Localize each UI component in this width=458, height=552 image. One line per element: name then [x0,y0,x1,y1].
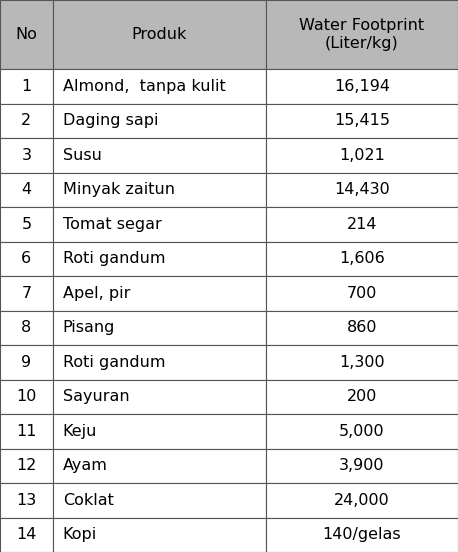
Text: 16,194: 16,194 [334,79,390,94]
Bar [0,380,53,414]
Bar [0,448,53,483]
Text: 3: 3 [22,148,31,163]
Bar [53,483,266,518]
Text: 10: 10 [16,389,37,404]
Text: Susu: Susu [63,148,102,163]
Bar [53,345,266,380]
Text: Tomat segar: Tomat segar [63,217,162,232]
Text: 4: 4 [21,182,32,197]
Bar [0,207,53,242]
Text: Ayam: Ayam [63,458,108,473]
Text: 11: 11 [16,424,37,439]
Bar [53,207,266,242]
Bar [266,242,458,276]
Text: 700: 700 [347,286,377,301]
Bar [0,242,53,276]
Text: 200: 200 [347,389,377,404]
Bar [0,345,53,380]
Text: Keju: Keju [63,424,97,439]
Bar [53,0,266,69]
Text: 860: 860 [347,320,377,335]
Text: 12: 12 [16,458,37,473]
Bar [53,310,266,345]
Bar [266,104,458,138]
Bar [0,138,53,172]
Text: Apel, pir: Apel, pir [63,286,130,301]
Text: Minyak zaitun: Minyak zaitun [63,182,175,197]
Bar [0,104,53,138]
Text: Almond,  tanpa kulit: Almond, tanpa kulit [63,79,225,94]
Bar [266,518,458,552]
Text: 14,430: 14,430 [334,182,390,197]
Text: 3,900: 3,900 [339,458,385,473]
Text: 5,000: 5,000 [339,424,385,439]
Text: 214: 214 [347,217,377,232]
Text: 6: 6 [21,251,32,266]
Text: 24,000: 24,000 [334,493,390,508]
Bar [53,414,266,448]
Bar [53,172,266,207]
Text: Roti gandum: Roti gandum [63,355,165,370]
Text: 15,415: 15,415 [334,113,390,128]
Bar [266,310,458,345]
Text: 140/gelas: 140/gelas [322,527,401,542]
Bar [266,345,458,380]
Bar [266,0,458,69]
Bar [266,172,458,207]
Bar [53,242,266,276]
Text: Roti gandum: Roti gandum [63,251,165,266]
Bar [53,138,266,172]
Text: Produk: Produk [131,27,187,42]
Text: 1,606: 1,606 [339,251,385,266]
Bar [266,207,458,242]
Bar [53,104,266,138]
Text: Daging sapi: Daging sapi [63,113,158,128]
Bar [0,310,53,345]
Text: 2: 2 [21,113,32,128]
Bar [0,518,53,552]
Bar [266,380,458,414]
Text: 1: 1 [21,79,32,94]
Text: 9: 9 [21,355,32,370]
Text: Coklat: Coklat [63,493,114,508]
Bar [53,448,266,483]
Text: Water Footprint
(Liter/kg): Water Footprint (Liter/kg) [299,18,425,51]
Bar [266,138,458,172]
Bar [53,518,266,552]
Text: Pisang: Pisang [63,320,115,335]
Text: Sayuran: Sayuran [63,389,129,404]
Bar [0,414,53,448]
Text: 8: 8 [21,320,32,335]
Bar [0,0,53,69]
Text: 1,021: 1,021 [339,148,385,163]
Bar [266,276,458,310]
Bar [53,380,266,414]
Bar [266,69,458,104]
Text: 7: 7 [21,286,32,301]
Bar [0,69,53,104]
Bar [0,483,53,518]
Text: 14: 14 [16,527,37,542]
Bar [53,69,266,104]
Bar [266,448,458,483]
Bar [53,276,266,310]
Text: No: No [16,27,37,42]
Text: 1,300: 1,300 [339,355,385,370]
Text: 5: 5 [21,217,32,232]
Text: Kopi: Kopi [63,527,97,542]
Bar [0,172,53,207]
Bar [266,414,458,448]
Bar [0,276,53,310]
Text: 13: 13 [16,493,37,508]
Bar [266,483,458,518]
